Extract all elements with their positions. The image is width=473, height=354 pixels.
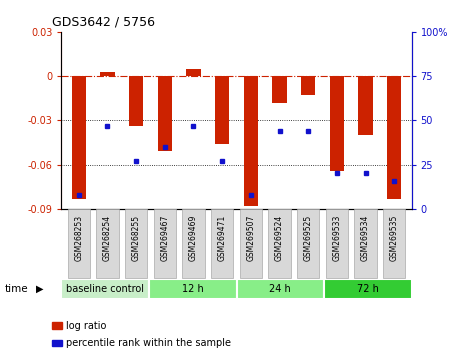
Text: GSM269525: GSM269525	[304, 215, 313, 261]
Bar	[129, 76, 143, 126]
Text: GSM269524: GSM269524	[275, 215, 284, 261]
Bar	[215, 76, 229, 144]
FancyBboxPatch shape	[182, 209, 205, 278]
Text: GSM269535: GSM269535	[390, 215, 399, 261]
Bar	[244, 76, 258, 206]
Bar	[330, 76, 344, 171]
Text: GSM269534: GSM269534	[361, 215, 370, 261]
Bar	[186, 69, 201, 76]
FancyBboxPatch shape	[240, 209, 262, 278]
FancyBboxPatch shape	[324, 279, 412, 299]
Text: log ratio: log ratio	[66, 321, 106, 331]
Text: baseline control: baseline control	[66, 284, 144, 294]
FancyBboxPatch shape	[96, 209, 119, 278]
Text: 72 h: 72 h	[357, 284, 379, 294]
FancyBboxPatch shape	[326, 209, 348, 278]
Bar	[272, 76, 287, 103]
Bar	[158, 76, 172, 152]
FancyBboxPatch shape	[383, 209, 405, 278]
FancyBboxPatch shape	[211, 209, 233, 278]
Bar	[301, 76, 315, 95]
FancyBboxPatch shape	[61, 279, 149, 299]
Text: GSM269469: GSM269469	[189, 215, 198, 261]
Text: GSM269467: GSM269467	[160, 215, 169, 261]
Text: GSM268254: GSM268254	[103, 215, 112, 261]
Text: time: time	[5, 284, 28, 294]
Text: GDS3642 / 5756: GDS3642 / 5756	[52, 16, 155, 29]
FancyBboxPatch shape	[125, 209, 147, 278]
Bar	[359, 76, 373, 135]
Text: GSM269533: GSM269533	[333, 215, 342, 261]
Text: GSM268253: GSM268253	[74, 215, 83, 261]
Text: ▶: ▶	[35, 284, 43, 294]
FancyBboxPatch shape	[149, 279, 236, 299]
FancyBboxPatch shape	[268, 209, 291, 278]
FancyBboxPatch shape	[236, 279, 324, 299]
Text: 24 h: 24 h	[270, 284, 291, 294]
FancyBboxPatch shape	[68, 209, 90, 278]
Bar	[100, 72, 114, 76]
Text: GSM269471: GSM269471	[218, 215, 227, 261]
Text: 12 h: 12 h	[182, 284, 203, 294]
Text: percentile rank within the sample: percentile rank within the sample	[66, 338, 231, 348]
Text: GSM268255: GSM268255	[131, 215, 140, 261]
Bar	[387, 76, 402, 199]
Bar	[71, 76, 86, 199]
FancyBboxPatch shape	[154, 209, 176, 278]
FancyBboxPatch shape	[354, 209, 377, 278]
Text: GSM269507: GSM269507	[246, 215, 255, 261]
FancyBboxPatch shape	[297, 209, 319, 278]
